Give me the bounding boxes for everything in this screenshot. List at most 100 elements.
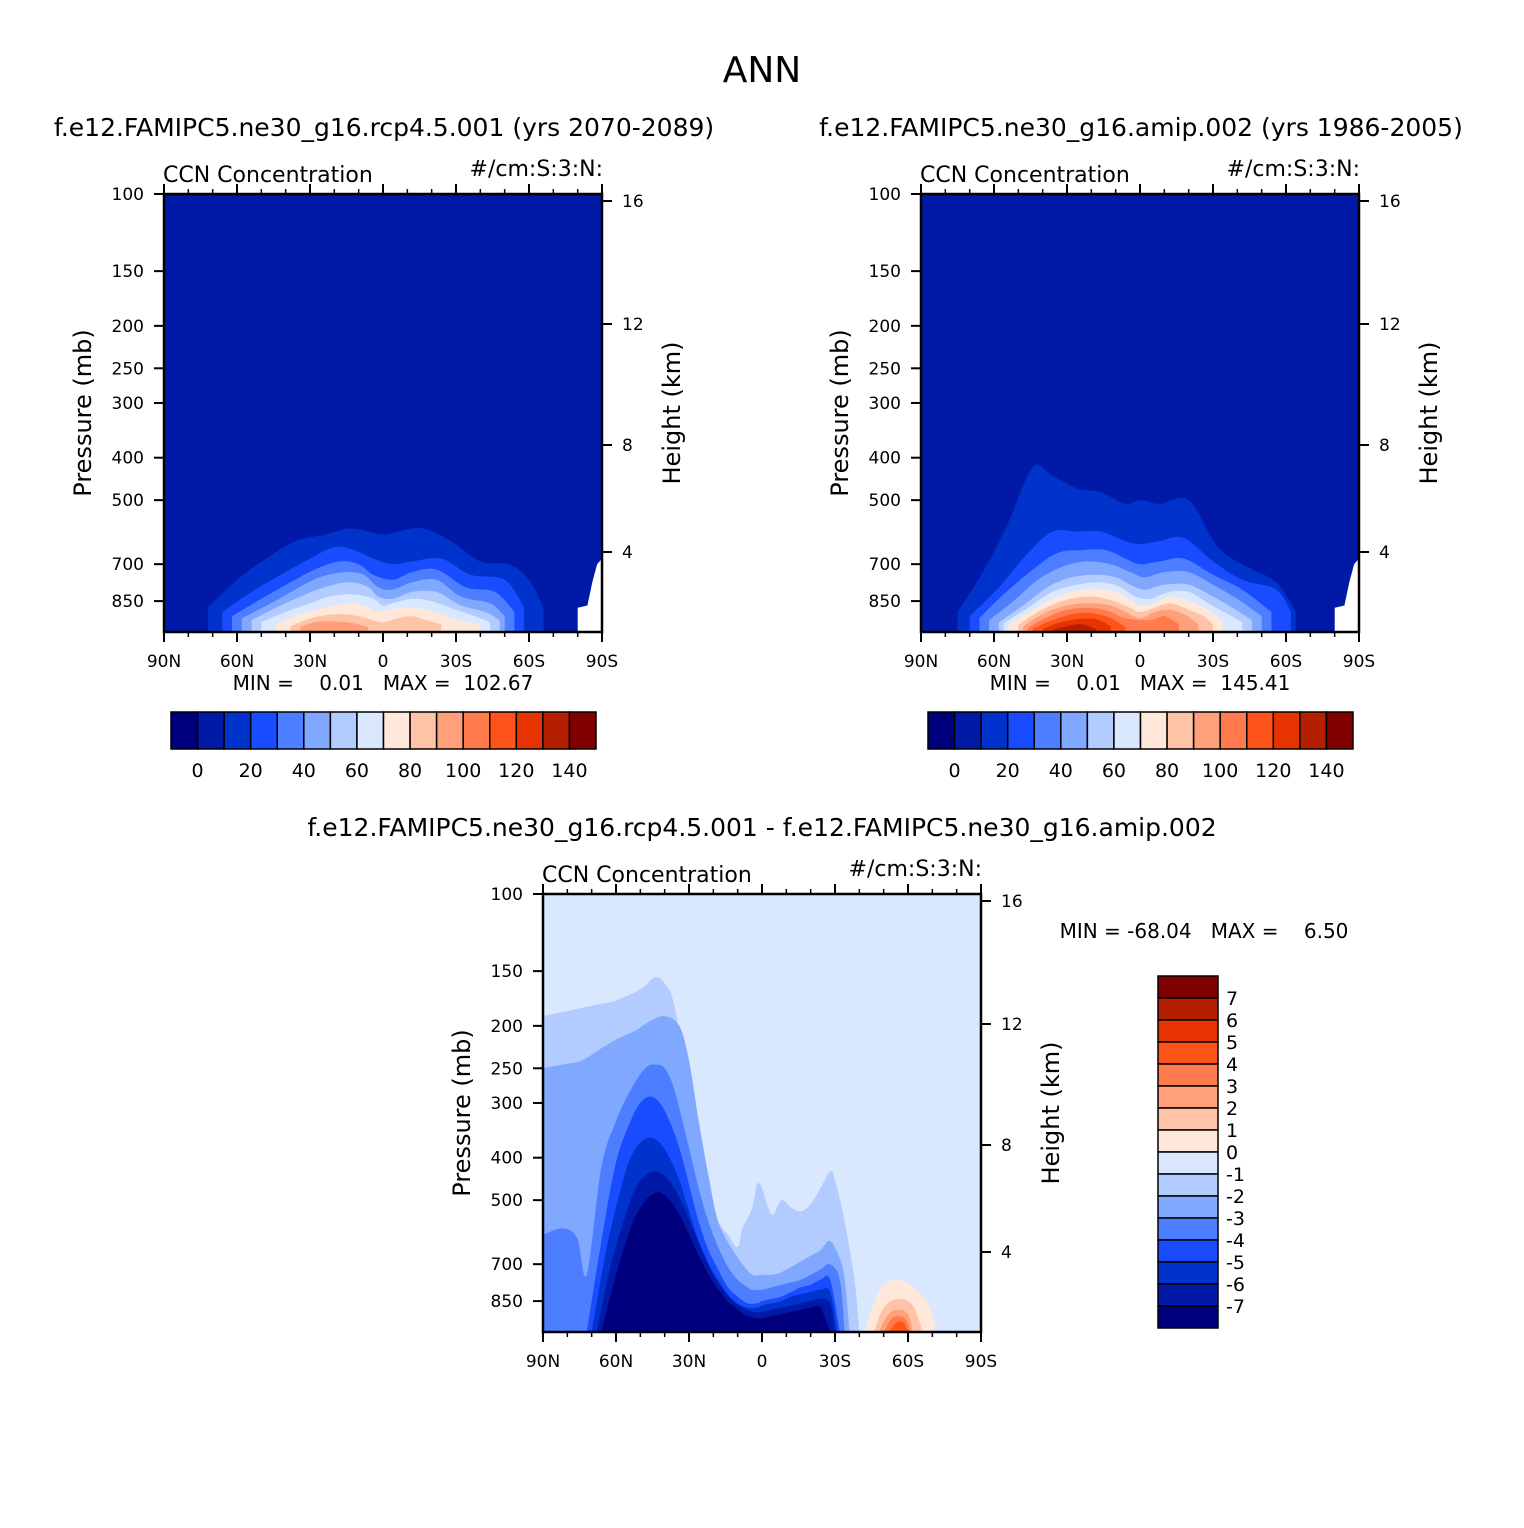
x-tick-label: 30S	[1197, 652, 1229, 672]
colorbar-box	[1033, 711, 1062, 750]
x-tick-label: 60N	[220, 652, 254, 672]
colorbar-box	[1157, 1261, 1219, 1285]
x-tick-label: 0	[378, 652, 389, 672]
y-tick-label: 850	[869, 592, 901, 612]
colorbar-label: 2	[1226, 1098, 1238, 1120]
x-tick-label: 60S	[1270, 652, 1302, 672]
colorbar-label: -4	[1226, 1230, 1245, 1252]
x-tick-label: 30N	[672, 1352, 706, 1372]
colorbar-box	[329, 711, 358, 750]
panel-title-right: f.e12.FAMIPC5.ne30_g16.amip.002 (yrs 198…	[819, 113, 1463, 142]
y-right-axis-label: Height (km)	[1037, 1042, 1065, 1185]
x-axis: 90N 60N 30N 0 30S 60S 90S	[904, 184, 1375, 672]
colorbar-label: 60	[345, 760, 369, 782]
colorbar-box	[1157, 1129, 1219, 1153]
y-axis: 100 150 200 250 300 400 500 700 850 Pressure (mb)	[69, 185, 164, 612]
y-right-axis-label: Height (km)	[658, 342, 686, 485]
colorbar-label: -2	[1226, 1186, 1245, 1208]
x-tick-label: 0	[757, 1352, 768, 1372]
colorbar-box	[1219, 711, 1248, 750]
terrain-mask	[577, 558, 602, 632]
y-axis-label: Pressure (mb)	[69, 329, 97, 496]
colorbar-label: 20	[239, 760, 263, 782]
colorbar-box	[568, 711, 597, 750]
colorbar-box	[1157, 975, 1219, 999]
y-tick-label: 700	[112, 555, 144, 575]
colorbar-box	[927, 711, 956, 750]
x-tick-label: 90S	[586, 652, 618, 672]
y-axis-label: Pressure (mb)	[826, 329, 854, 496]
colorbar-label: -5	[1226, 1252, 1245, 1274]
colorbar-label: -7	[1226, 1296, 1245, 1318]
min-max-label: MIN = 0.01 MAX = 102.67	[233, 671, 534, 695]
y-tick-label: 850	[491, 1292, 523, 1312]
y-right-tick-label: 16	[1379, 192, 1401, 212]
x-tick-label: 60S	[513, 652, 545, 672]
panel-right: CCN Concentration #/cm:S:3:N: 90N 60N 30N 0 30…	[826, 157, 1443, 782]
colorbar-label: 40	[292, 760, 316, 782]
x-tick-label: 0	[1135, 652, 1146, 672]
colorbar-label: 20	[996, 760, 1020, 782]
colorbar-box	[462, 711, 491, 750]
y-right-tick-label: 12	[1001, 1015, 1023, 1035]
y-right-tick-label: 4	[1001, 1243, 1012, 1263]
colorbar-label: 100	[445, 760, 481, 782]
x-tick-label: 60N	[977, 652, 1011, 672]
colorbar-box	[1157, 1283, 1219, 1307]
y-tick-label: 150	[869, 262, 901, 282]
colorbar-box	[1157, 997, 1219, 1021]
colorbar-label: 4	[1226, 1054, 1238, 1076]
colorbar-box	[249, 711, 278, 750]
colorbar-label: 7	[1226, 988, 1238, 1010]
x-axis: 90N 60N 30N 0 30S 60S 90S	[147, 184, 618, 672]
figure-title: ANN	[723, 50, 802, 91]
colorbar-label: 120	[1255, 760, 1291, 782]
contour-region-8	[300, 621, 369, 632]
y-right-tick-label: 4	[622, 543, 633, 563]
y-right-tick-label: 8	[622, 436, 633, 456]
x-tick-label: 90N	[147, 652, 181, 672]
x-tick-label: 60N	[599, 1352, 633, 1372]
colorbar-box	[1157, 1239, 1219, 1263]
contour-region-11	[888, 1321, 908, 1332]
y-tick-label: 250	[491, 1059, 523, 1079]
y-tick-label: 250	[112, 359, 144, 379]
left-string-label: CCN Concentration	[920, 163, 1130, 188]
colorbar-box	[1272, 711, 1301, 750]
y-tick-label: 150	[112, 262, 144, 282]
y-axis: 100 150 200 250 300 400 500 700 850 Pressure (mb)	[448, 885, 543, 1312]
colorbar-box	[1157, 1217, 1219, 1241]
x-tick-label: 90N	[904, 652, 938, 672]
y-tick-label: 500	[869, 491, 901, 511]
colorbar-box	[1060, 711, 1089, 750]
colorbar-box	[1157, 1063, 1219, 1087]
y-right-tick-label: 4	[1379, 543, 1390, 563]
colorbar-label: 140	[551, 760, 587, 782]
contour-region-6	[601, 1192, 831, 1332]
colorbar-box	[1192, 711, 1221, 750]
colorbar-label: 120	[498, 760, 534, 782]
colorbar-box	[276, 711, 305, 750]
colorbar-label: 0	[192, 760, 204, 782]
y-right-tick-label: 12	[1379, 315, 1401, 335]
y-tick-label: 100	[112, 185, 144, 205]
y-tick-label: 300	[491, 1094, 523, 1114]
y-axis-label: Pressure (mb)	[448, 1029, 476, 1196]
terrain-mask	[1334, 558, 1359, 632]
y-axis-right: 4 8 12 16 Height (km)	[602, 192, 686, 563]
colorbar-box	[382, 711, 411, 750]
colorbar-label: 60	[1102, 760, 1126, 782]
x-tick-label: 30S	[819, 1352, 851, 1372]
min-max-label: MIN = 0.01 MAX = 145.41	[990, 671, 1291, 695]
colorbar-label: 3	[1226, 1076, 1238, 1098]
colorbar-box	[1246, 711, 1275, 750]
contour-region-12	[1052, 624, 1097, 632]
panel-title-diff: f.e12.FAMIPC5.ne30_g16.rcp4.5.001 - f.e1…	[307, 813, 1216, 842]
colorbar-box	[196, 711, 225, 750]
colorbar-box	[303, 711, 332, 750]
y-tick-label: 200	[869, 317, 901, 337]
contour-fills	[957, 464, 1359, 632]
